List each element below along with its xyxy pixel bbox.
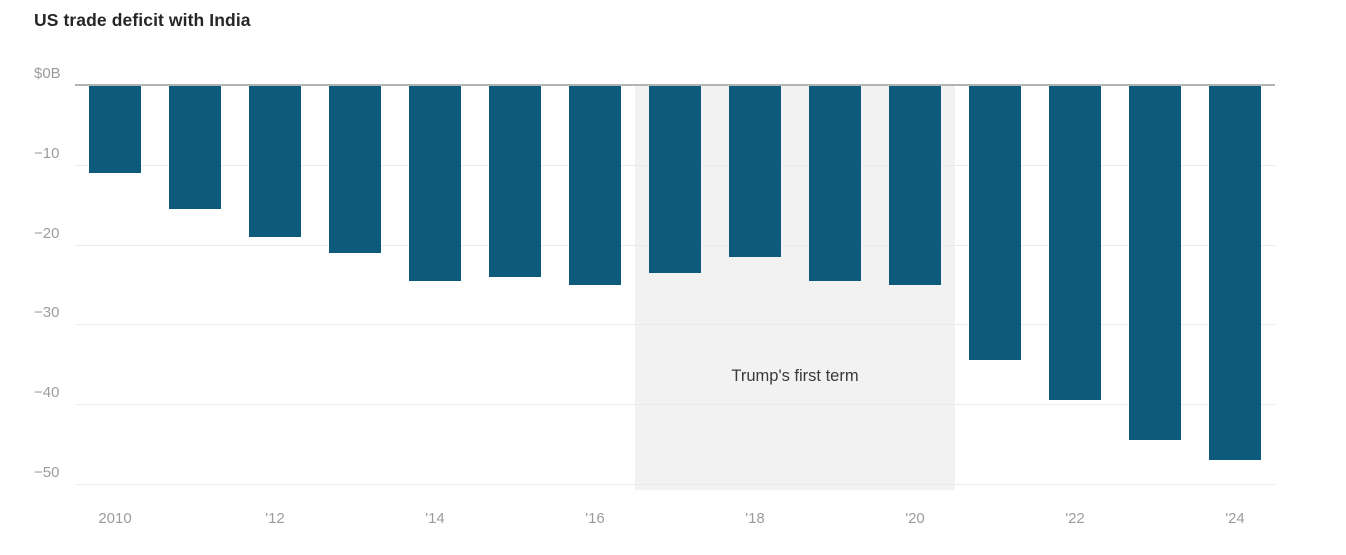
x-axis-tick-label: '18 <box>745 510 765 527</box>
bar-2024 <box>1209 85 1261 461</box>
y-gridline <box>75 324 1275 326</box>
x-axis-tick-label: '14 <box>425 510 445 527</box>
bar-2011 <box>169 85 221 209</box>
bar-2017 <box>649 85 701 273</box>
y-axis-tick-label: $0B <box>34 65 61 82</box>
x-axis-tick-label: '24 <box>1225 510 1245 527</box>
bar-2016 <box>569 85 621 285</box>
y-axis-tick-label: −20 <box>34 224 60 242</box>
y-axis-tick-label: −50 <box>34 464 60 481</box>
bar-2014 <box>409 85 461 281</box>
bar-2019 <box>809 85 861 281</box>
y-gridline <box>75 484 1275 485</box>
x-axis-tick-label: '22 <box>1065 510 1085 527</box>
y-gridline <box>75 404 1275 406</box>
y-axis-tick-label: −30 <box>34 304 60 322</box>
bar-2010 <box>89 85 141 173</box>
x-axis-tick-label: '16 <box>585 510 605 527</box>
bar-2023 <box>1129 85 1181 441</box>
bar-2020 <box>889 85 941 285</box>
x-axis-tick-label: '12 <box>265 510 285 527</box>
x-axis-tick-label: '20 <box>905 510 925 527</box>
annotation-label: Trump's first term <box>731 367 859 385</box>
bar-2022 <box>1049 85 1101 401</box>
zero-baseline <box>75 84 1275 86</box>
bar-2015 <box>489 85 541 277</box>
y-axis-tick-label: −40 <box>34 384 60 402</box>
bar-2018 <box>729 85 781 257</box>
bar-2013 <box>329 85 381 253</box>
y-axis-tick-label: −10 <box>34 144 60 162</box>
chart-title: US trade deficit with India <box>34 10 251 30</box>
bar-2021 <box>969 85 1021 361</box>
bar-2012 <box>249 85 301 237</box>
x-axis-tick-label: 2010 <box>98 510 132 527</box>
